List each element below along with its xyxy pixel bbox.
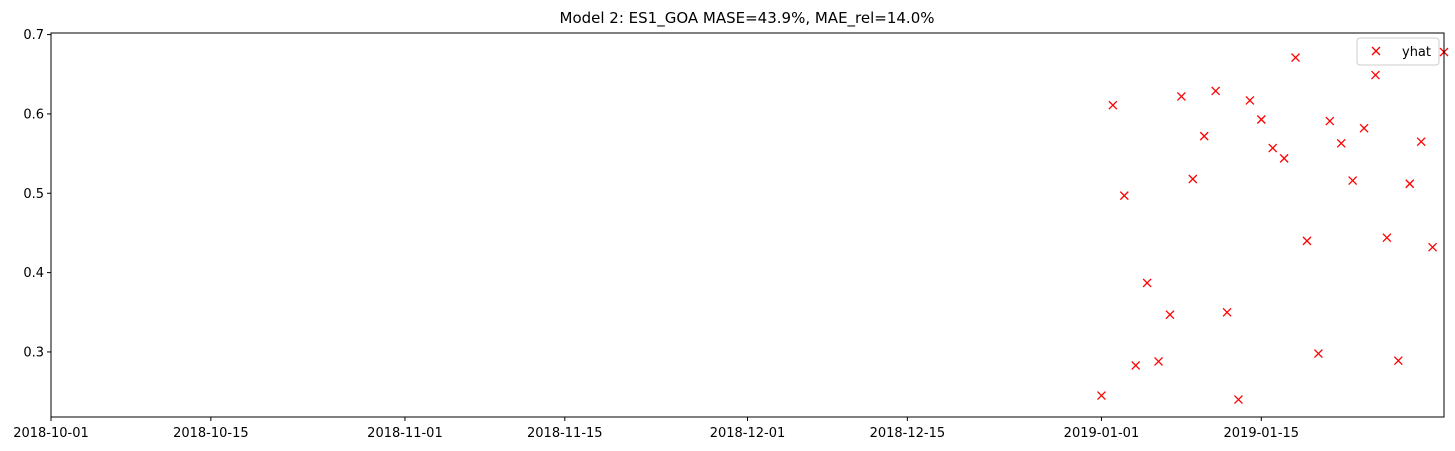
data-point-marker [1165,310,1175,320]
legend-label-yhat: yhat [1402,45,1431,60]
legend: yhat [1356,37,1440,66]
legend-marker-icon [1371,46,1381,56]
data-point-marker [1234,395,1243,405]
legend-box [1356,37,1440,66]
data-point-marker [1291,53,1301,63]
data-point-marker [1154,357,1164,366]
axes: 2018-10-01 2018-10-15 2018-11-01 2018-11-15… [13,28,1299,441]
x-tick-label: 2018-11-01 [367,426,443,441]
data-point-marker [1382,233,1392,243]
x-tick-label: 2018-12-15 [870,426,946,441]
data-point-marker [1176,92,1186,101]
data-point-marker [1336,138,1346,148]
data-point-marker [1268,143,1278,153]
data-point-marker [1108,100,1118,110]
y-tick-label: 0.4 [23,266,44,281]
data-point-marker [1302,236,1312,246]
data-point-marker [1313,349,1323,358]
plot-area-frame [50,32,1445,418]
data-point-marker [1428,242,1438,252]
x-tick-label: 2018-12-01 [710,426,786,441]
y-tick-label: 0.7 [23,28,44,43]
x-tick-label: 2019-01-01 [1064,426,1140,441]
x-tick-label: 2018-10-15 [173,426,249,441]
y-tick-label: 0.5 [23,187,44,202]
data-point-marker [1188,174,1198,184]
data-point-marker [1325,116,1335,126]
data-point-marker [1142,278,1152,288]
data-point-marker [1245,95,1255,105]
data-point-marker [1199,131,1209,141]
y-tick-label: 0.3 [23,345,44,360]
x-tick-label: 2018-11-15 [527,426,603,441]
data-point-marker [1222,307,1232,317]
data-point-marker [1279,153,1289,163]
data-point-marker [1096,391,1106,401]
chart-title: Model 2: ES1_GOA MASE=43.9%, MAE_rel=14.… [560,9,935,28]
data-point-marker [1359,123,1369,133]
data-point-marker [1393,356,1403,366]
data-point-marker [1119,191,1129,201]
data-point-marker [1211,86,1221,96]
data-point-marker [1416,137,1426,147]
data-point-marker [1131,360,1141,370]
plot-marks [1096,47,1449,405]
y-tick-label: 0.6 [23,107,44,122]
data-point-marker [1371,70,1380,80]
x-tick-label: 2019-01-15 [1224,426,1300,441]
data-point-marker [1348,176,1358,186]
data-point-marker [1405,179,1415,189]
data-point-marker [1256,115,1266,124]
x-tick-label: 2018-10-01 [13,426,89,441]
